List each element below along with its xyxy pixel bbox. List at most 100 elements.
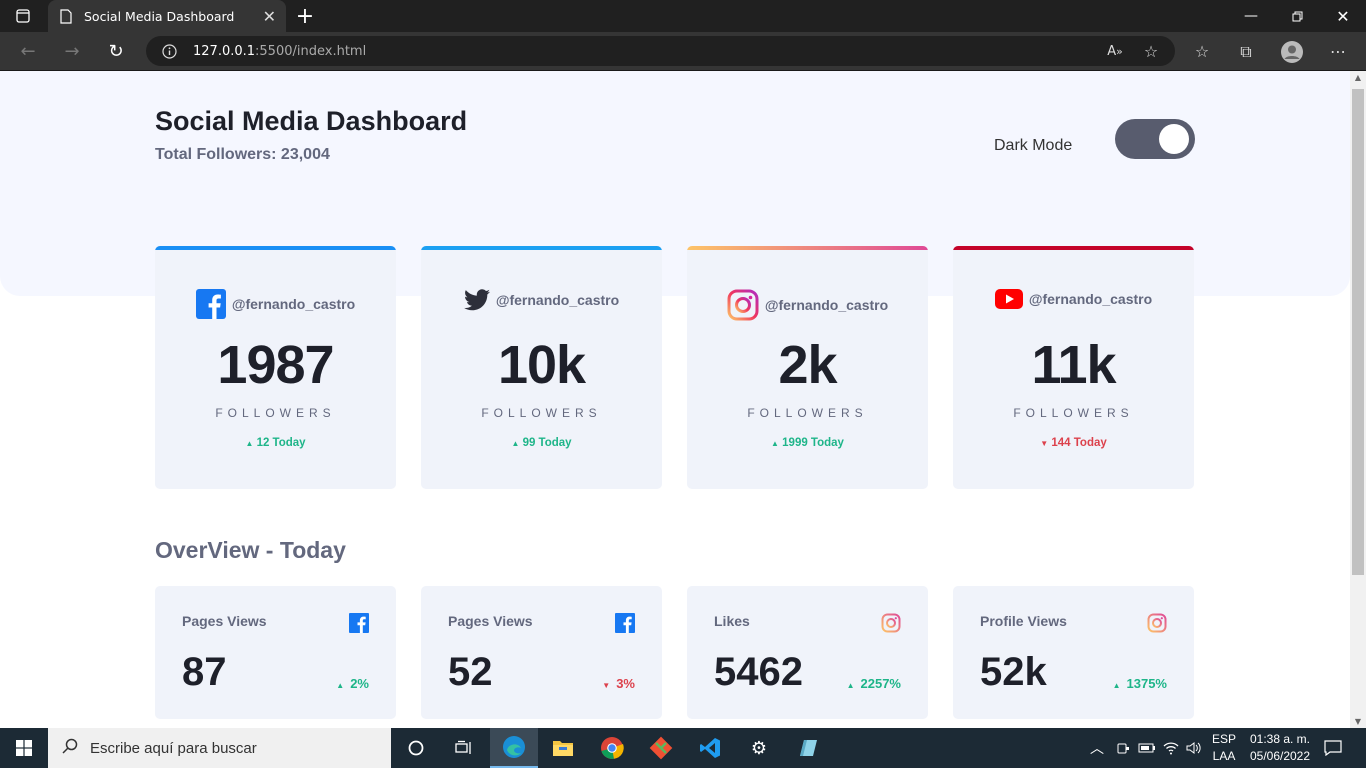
followers-label: FOLLOWERS [1013,406,1134,420]
add-favorite-icon[interactable]: ☆ [1143,42,1159,61]
taskbar: Escribe aquí para buscar ⚙ ︿ ESP LAA 01 [0,728,1366,768]
today-change: ▲ 1999 Today [687,437,928,449]
notifications-icon[interactable] [1324,728,1342,768]
card-handle: @fernando_castro [495,292,620,308]
edge-icon[interactable] [490,728,538,768]
down-arrow-icon: ▼ [1040,439,1049,448]
metric-value: 87 [182,650,227,694]
followers-label: FOLLOWERS [481,406,602,420]
tab-actions-icon[interactable] [0,0,46,32]
taskbar-clock[interactable]: 01:38 a. m. 05/06/2022 [1240,731,1320,765]
today-change: ▼ 144 Today [953,437,1194,449]
app-icon[interactable] [784,728,832,768]
collections-icon[interactable]: ⧉ [1240,41,1252,61]
wifi-icon[interactable] [1163,728,1179,768]
url-path: :5500/index.html [255,43,367,59]
overview-card[interactable]: Pages Views 87 ▲ 2% [155,586,396,719]
profile-avatar[interactable] [1275,32,1309,71]
facebook-icon [615,613,635,637]
metric-percent: 3% [616,676,635,691]
refresh-icon[interactable]: ↻ [108,41,124,62]
overview-card[interactable]: Likes 5462 ▲ 2257% [687,586,928,719]
url-field[interactable]: 127.0.0.1 :5500/index.html [146,36,1175,66]
metric-name: Profile Views [980,613,1067,629]
metric-value: 52k [980,650,1047,694]
card-accent-bar [155,246,396,250]
close-window-icon[interactable]: ✕ [1336,6,1350,26]
device-icon[interactable] [1116,728,1130,768]
overview-card[interactable]: Pages Views 52 ▼ 3% [421,586,662,719]
card-accent-bar [421,246,662,250]
today-value: 99 Today [522,437,572,449]
scroll-down-icon[interactable]: ▼ [1354,717,1362,726]
metric-name: Pages Views [448,613,533,629]
metric-percent: 2% [350,676,369,691]
keyboard-layout: LAA [1212,749,1236,763]
dark-mode-toggle[interactable] [1115,119,1195,159]
instagram-icon [1147,613,1167,637]
up-arrow-icon: ▲ [846,681,855,690]
today-value: 12 Today [256,437,306,449]
info-icon[interactable] [162,43,177,59]
file-explorer-icon[interactable] [539,728,587,768]
card-accent-bar [687,246,928,250]
metric-name: Likes [714,613,750,629]
back-icon[interactable]: ← [20,41,36,62]
settings-gear-icon[interactable]: ⚙ [750,737,768,759]
scrollbar-thumb[interactable] [1352,89,1364,575]
follower-count: 2k [778,335,837,395]
scroll-up-icon[interactable]: ▲ [1354,73,1362,82]
up-arrow-icon: ▲ [511,439,520,448]
search-icon [62,738,78,759]
follower-count: 1987 [217,335,334,395]
youtube-icon [994,289,1023,309]
card-handle: @fernando_castro [764,297,889,313]
vscode-icon[interactable] [686,728,734,768]
card-handle: @fernando_castro [1028,291,1153,307]
toggle-knob [1159,124,1189,154]
favorites-icon[interactable]: ☆ [1194,42,1210,61]
windows-start-icon[interactable] [0,728,48,768]
total-followers: Total Followers: 23,004 [155,146,330,163]
address-bar-row: ← → ↻ 127.0.0.1 :5500/index.html A» ☆ ☆ … [0,32,1366,71]
metric-change: ▼ 3% [602,676,635,691]
read-aloud-icon[interactable]: A» [1107,44,1123,59]
chrome-icon[interactable] [588,728,636,768]
forward-icon[interactable]: → [64,41,80,62]
battery-icon[interactable] [1138,728,1156,768]
show-hidden-icons[interactable]: ︿ [1090,741,1104,757]
more-options-icon[interactable]: ⋯ [1330,42,1346,61]
card-youtube[interactable]: @fernando_castro 11k FOLLOWERS ▼ 144 Tod… [953,246,1194,489]
today-change: ▲ 12 Today [155,437,396,449]
metric-percent: 1375% [1126,676,1167,691]
card-facebook[interactable]: @fernando_castro 1987 FOLLOWERS ▲ 12 Tod… [155,246,396,489]
page-title: Social Media Dashboard [155,106,468,136]
clock-date: 05/06/2022 [1249,749,1311,763]
overview-card[interactable]: Profile Views 52k ▲ 1375% [953,586,1194,719]
git-icon[interactable] [637,728,685,768]
instagram-icon [881,613,901,637]
language-code: ESP [1211,732,1236,746]
page-viewport: Social Media Dashboard Total Followers: … [0,71,1350,728]
new-tab-icon[interactable]: + [295,3,315,29]
facebook-icon [195,289,226,319]
search-placeholder: Escribe aquí para buscar [90,739,257,757]
task-view-icon[interactable] [440,728,488,768]
followers-label: FOLLOWERS [747,406,868,420]
restore-icon[interactable] [1274,0,1320,32]
tab-social-media-dashboard[interactable]: Social Media Dashboard ✕ [48,0,286,32]
card-instagram[interactable]: @fernando_castro 2k FOLLOWERS ▲ 1999 Tod… [687,246,928,489]
cortana-icon[interactable] [392,728,440,768]
metric-percent: 2257% [860,676,901,691]
close-tab-icon[interactable]: ✕ [262,6,276,26]
card-twitter[interactable]: @fernando_castro 10k FOLLOWERS ▲ 99 Toda… [421,246,662,489]
input-language[interactable]: ESP LAA [1206,731,1242,765]
metric-value: 5462 [714,650,803,694]
down-arrow-icon: ▼ [602,681,611,690]
minimize-icon[interactable]: — [1244,8,1258,24]
taskbar-search-input[interactable]: Escribe aquí para buscar [48,728,391,768]
vertical-scrollbar[interactable]: ▲ ▼ [1350,71,1366,728]
up-arrow-icon: ▲ [771,439,779,448]
volume-icon[interactable] [1186,728,1202,768]
metric-change: ▲ 2% [336,676,369,691]
